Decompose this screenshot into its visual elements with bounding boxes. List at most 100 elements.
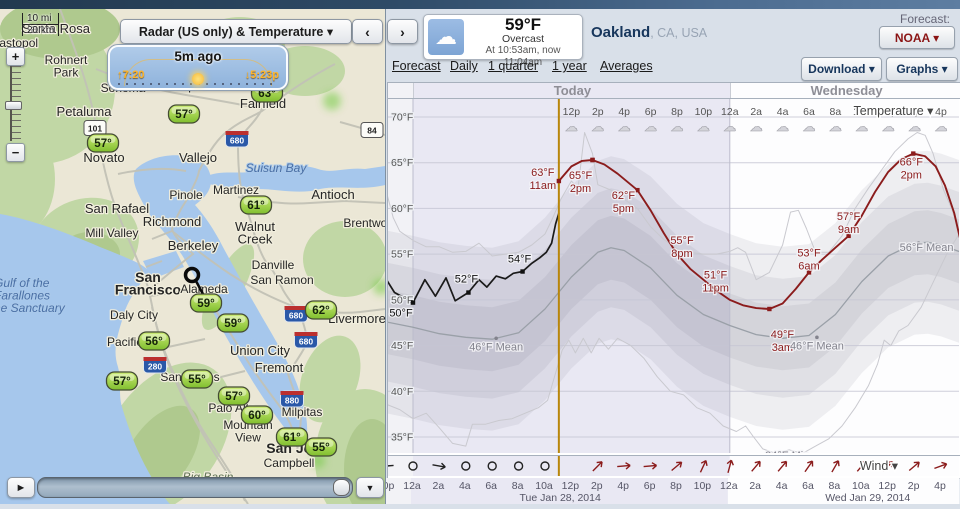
chart-bg-day bbox=[729, 456, 960, 476]
temperature-badge[interactable]: 55° bbox=[180, 369, 214, 389]
noaa-source-dropdown[interactable]: NOAA ▾ bbox=[879, 26, 955, 49]
date-label: Tue Jan 28, 2014 bbox=[519, 492, 600, 504]
x-axis-label-top: 8p bbox=[671, 106, 683, 118]
map-layer-dropdown[interactable]: Radar (US only) & Temperature ▾ bbox=[120, 19, 352, 44]
temperature-badge[interactable]: 61° bbox=[239, 195, 273, 215]
temperature-badge[interactable]: 57° bbox=[86, 133, 120, 153]
svg-text:59°: 59° bbox=[197, 298, 215, 310]
wind-strip[interactable]: Wind ▾ bbox=[380, 455, 960, 479]
temperature-badge[interactable]: 55° bbox=[304, 437, 338, 457]
temperature-series-dropdown[interactable]: Temperature ▾ bbox=[852, 103, 936, 120]
temperature-badge[interactable]: 60° bbox=[240, 405, 274, 425]
data-point-marker bbox=[674, 251, 680, 257]
radar-timeline-slider[interactable] bbox=[37, 477, 353, 498]
map-town-label: Gulf of the bbox=[0, 276, 50, 290]
data-point-label: 46°F Mean bbox=[790, 340, 844, 352]
cloud-icon: ☁ bbox=[935, 119, 948, 134]
radar-timeline-handle[interactable] bbox=[333, 479, 350, 496]
map-prev-button[interactable]: ‹ bbox=[352, 19, 383, 44]
svg-text:56°: 56° bbox=[145, 336, 163, 348]
zoom-slider-handle[interactable] bbox=[5, 101, 22, 110]
data-point-label: 2pm bbox=[901, 170, 922, 182]
radar-play-button[interactable]: ► bbox=[7, 477, 35, 498]
tab-1-quarter[interactable]: 1 quarter bbox=[488, 59, 539, 73]
zoom-out-button[interactable]: − bbox=[6, 143, 25, 162]
map-town-label: Daly City bbox=[110, 308, 158, 322]
highway-shield: 680 bbox=[284, 305, 308, 323]
radar-echo bbox=[311, 92, 385, 468]
wind-arrow-icon bbox=[671, 461, 683, 472]
scale-km: 20 km bbox=[22, 25, 60, 36]
radar-age-label: 5m ago bbox=[174, 49, 222, 64]
data-point-label: 6am bbox=[798, 260, 819, 272]
y-axis-label: 50°F bbox=[391, 294, 413, 306]
map-town-label: Fremont bbox=[255, 360, 304, 375]
chart-bg-day bbox=[413, 456, 730, 476]
map-town-label: Park bbox=[54, 66, 80, 80]
temperature-badge[interactable]: 56° bbox=[137, 331, 171, 351]
svg-text:101: 101 bbox=[88, 124, 102, 134]
weather-map[interactable]: Santa RosaSebastopolRohnertParkSonomaNap… bbox=[0, 9, 385, 504]
temperature-badge[interactable]: 59° bbox=[216, 313, 250, 333]
map-town-label: Berkeley bbox=[168, 238, 219, 253]
x-axis-label: 6a bbox=[802, 480, 814, 492]
tab-averages[interactable]: Averages bbox=[600, 59, 653, 73]
temperature-badge[interactable]: 57° bbox=[217, 386, 251, 406]
tab-1-year[interactable]: 1 year bbox=[552, 59, 587, 73]
wind-arrow-icon bbox=[699, 459, 708, 473]
chart-bg-day bbox=[413, 99, 730, 453]
temperature-badge[interactable]: 57° bbox=[105, 371, 139, 391]
svg-text:280: 280 bbox=[148, 362, 162, 372]
tab-forecast[interactable]: Forecast bbox=[392, 59, 441, 73]
map-town-label: Creek bbox=[238, 232, 273, 247]
wind-arrow-icon bbox=[882, 461, 894, 472]
radar-options-dropdown[interactable]: ▼ bbox=[356, 477, 384, 498]
data-point-marker bbox=[714, 288, 719, 293]
chart-bg-day bbox=[411, 478, 728, 504]
y-axis-label: 45°F bbox=[391, 340, 413, 352]
forecast-panel: ☁ 59°F Overcast At 10:53am, now 11:04am … bbox=[377, 9, 960, 504]
temperature-badge[interactable]: 61° bbox=[275, 427, 309, 447]
temperature-chart[interactable]: 70°F 65°F 60°F 55°F 50°F 45°F 40°F 35°F 12p 2p 4p 6… bbox=[385, 99, 960, 463]
data-point-label: 56°F Mean bbox=[900, 242, 954, 254]
x-axis-label-top: 12a bbox=[721, 106, 739, 118]
data-point-label: 46°F Mean bbox=[469, 341, 523, 353]
x-axis-label: 6a bbox=[485, 480, 497, 492]
graphs-button[interactable]: Graphs ▾ bbox=[886, 57, 958, 81]
mean-line bbox=[385, 241, 960, 340]
data-point-marker bbox=[806, 270, 812, 275]
current-temp: 59°F bbox=[504, 15, 542, 34]
temperature-badge[interactable]: 57° bbox=[167, 104, 201, 124]
mean-point-marker bbox=[916, 241, 921, 245]
svg-text:61°: 61° bbox=[247, 200, 265, 212]
data-point-label: 51°F bbox=[704, 270, 728, 282]
day-section-prev bbox=[388, 83, 413, 98]
highway-shield: 880 bbox=[280, 390, 304, 408]
data-point-label: 8pm bbox=[671, 248, 692, 260]
y-axis-label: 35°F bbox=[391, 432, 413, 444]
observed-line bbox=[385, 212, 560, 304]
tab-daily[interactable]: Daily bbox=[450, 59, 478, 73]
selected-location-marker[interactable] bbox=[183, 266, 206, 297]
wind-arrow-icon bbox=[804, 460, 814, 473]
x-axis-label: 12a bbox=[403, 480, 421, 492]
wind-arrow-icon bbox=[831, 460, 840, 473]
wind-calm-icon bbox=[540, 461, 550, 471]
x-axis-label: 12a bbox=[720, 480, 738, 492]
map-town-label: Antioch bbox=[311, 187, 354, 202]
map-town-label: Milpitas bbox=[282, 405, 323, 419]
record_max-line bbox=[385, 132, 960, 281]
zoom-in-button[interactable]: + bbox=[6, 47, 25, 66]
x-axis-label: 8a bbox=[512, 480, 524, 492]
temperature-badge[interactable]: 59° bbox=[189, 293, 223, 313]
cloud-icon: ☁ bbox=[803, 119, 816, 134]
svg-text:61°: 61° bbox=[283, 432, 301, 444]
x-axis-label: 12p bbox=[878, 480, 896, 492]
download-button[interactable]: Download ▾ bbox=[801, 57, 882, 81]
chart-bg-day bbox=[727, 478, 960, 504]
temperature-badge[interactable]: 62° bbox=[304, 300, 338, 320]
data-point-label: 49°F bbox=[771, 329, 795, 341]
map-next-button[interactable]: › bbox=[387, 19, 418, 44]
wind-series-dropdown[interactable]: Wind ▾ bbox=[858, 458, 900, 475]
x-axis-label: 12p bbox=[562, 480, 580, 492]
